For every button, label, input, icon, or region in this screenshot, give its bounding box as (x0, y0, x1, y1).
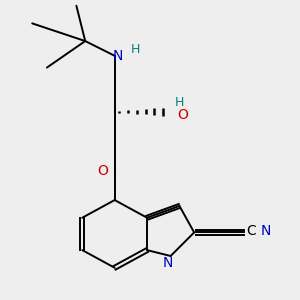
Text: O: O (177, 108, 188, 122)
Text: O: O (98, 164, 108, 178)
Text: N: N (163, 256, 173, 270)
Text: N: N (112, 49, 123, 63)
Text: H: H (175, 96, 184, 110)
Text: C: C (247, 224, 256, 238)
Text: N: N (261, 224, 272, 238)
Text: H: H (130, 44, 140, 56)
